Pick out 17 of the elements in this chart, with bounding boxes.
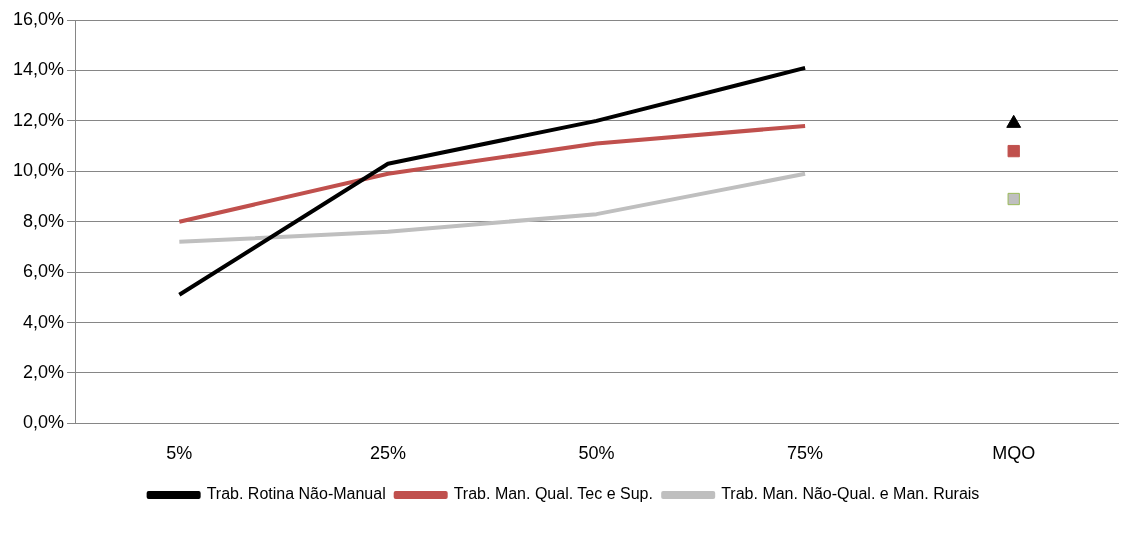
x-tick-label: 75% [787,443,824,464]
x-tick-label: 5% [166,443,193,464]
x-tick-label: 25% [369,443,406,464]
y-tick-label: 4,0% [23,311,65,332]
y-tick-label: 16,0% [12,8,65,29]
y-tick-label: 14,0% [12,59,65,80]
y-tick-label: 12,0% [12,109,65,130]
y-tick-label: 2,0% [23,361,65,382]
y-tick-label: 0,0% [23,412,65,433]
y-tick-label: 8,0% [23,210,65,231]
legend-label: Trab. Rotina Não-Manual [206,485,386,503]
y-tick-label: 10,0% [12,160,65,181]
legend-label: Trab. Man. Não-Qual. e Man. Rurais [721,485,980,503]
y-tick-label: 6,0% [23,261,65,282]
x-tick-label: MQO [992,443,1036,464]
legend-label: Trab. Man. Qual. Tec e Sup. [453,485,653,503]
x-tick-label: 50% [578,443,615,464]
